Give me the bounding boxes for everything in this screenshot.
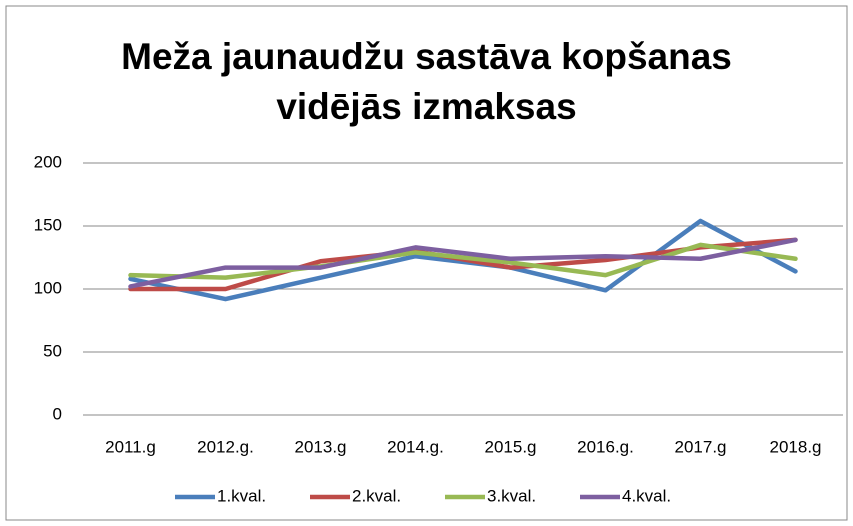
chart-title: Meža jaunaudžu sastāva kopšanas vidējās … bbox=[121, 36, 732, 127]
x-tick-label: 2013.g bbox=[295, 437, 347, 456]
y-tick-label: 0 bbox=[53, 404, 62, 423]
legend-label: 1.kval. bbox=[217, 486, 266, 505]
x-tick-label: 2014.g. bbox=[387, 437, 444, 456]
legend-label: 3.kval. bbox=[487, 486, 536, 505]
series-line bbox=[128, 218, 798, 302]
y-tick-label: 50 bbox=[43, 341, 62, 360]
x-tick-label: 2015.g bbox=[485, 437, 537, 456]
legend-label: 4.kval. bbox=[622, 486, 671, 505]
series-line bbox=[128, 237, 798, 289]
x-tick-label: 2011.g bbox=[105, 437, 156, 456]
x-tick-label: 2017.g bbox=[675, 437, 727, 456]
x-tick-label: 2018.g bbox=[770, 437, 822, 456]
x-tick-label: 2012.g. bbox=[197, 437, 254, 456]
y-tick-label: 200 bbox=[34, 152, 62, 171]
y-tick-label: 100 bbox=[34, 278, 62, 297]
legend-label: 2.kval. bbox=[352, 486, 401, 505]
y-tick-label: 150 bbox=[34, 215, 62, 234]
x-tick-label: 2016.g. bbox=[577, 437, 634, 456]
series-line bbox=[128, 242, 798, 280]
chart-border bbox=[5, 5, 848, 521]
